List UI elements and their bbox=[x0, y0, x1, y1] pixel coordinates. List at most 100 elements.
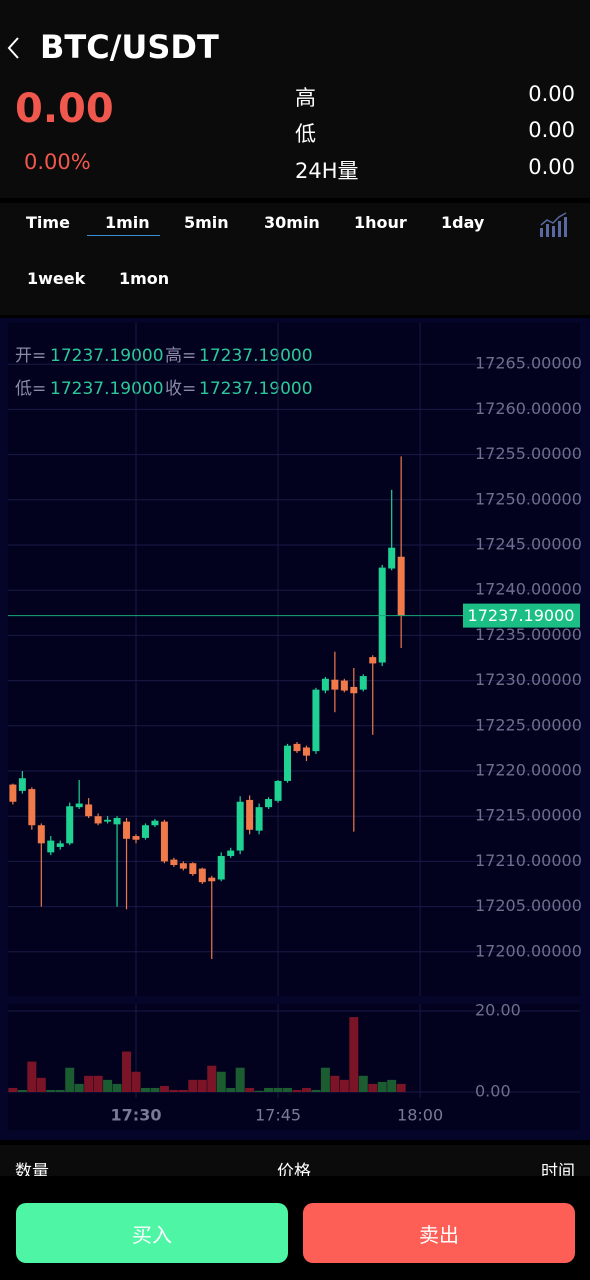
indicator-icon[interactable] bbox=[539, 212, 569, 238]
y-tick-label: 17215.00000 bbox=[475, 806, 582, 825]
ohlc-label: 低= bbox=[15, 379, 46, 399]
candle-body bbox=[179, 863, 187, 869]
candle-body bbox=[236, 801, 244, 851]
header: BTC/USDT 0.00 0.00% 高 0.00 低 0.00 24H量 0… bbox=[0, 0, 590, 198]
candle-body bbox=[284, 745, 292, 781]
y-tick-label: 17250.00000 bbox=[475, 489, 582, 508]
kline-chart: 开= 17237.19000 高= 17237.19000 低= 17237.1… bbox=[8, 323, 582, 1130]
candle-body bbox=[151, 820, 159, 826]
volume-bar bbox=[396, 1083, 406, 1092]
ohlc-label: 收= bbox=[165, 379, 196, 399]
candle-body bbox=[321, 678, 329, 691]
stat-label: 高 bbox=[295, 86, 316, 110]
volume-bar bbox=[65, 1067, 75, 1092]
volume-bar bbox=[178, 1089, 188, 1092]
candle-body bbox=[75, 803, 83, 808]
candle-body bbox=[47, 840, 55, 853]
volume-bar bbox=[349, 1017, 359, 1092]
tab[interactable]: 1min bbox=[105, 213, 150, 232]
ohlc-value: 17237.19000 bbox=[50, 379, 164, 399]
x-tick-label: 17:30 bbox=[111, 1106, 162, 1125]
volume-bar bbox=[140, 1087, 150, 1092]
y-tick-label: 17235.00000 bbox=[475, 625, 582, 644]
volume-bar bbox=[122, 1051, 132, 1092]
tab[interactable]: 1week bbox=[27, 269, 86, 288]
volume-bar bbox=[84, 1075, 94, 1092]
chart-area: 开= 17237.19000 高= 17237.19000 低= 17237.1… bbox=[0, 318, 590, 1140]
pair-title: BTC/USDT bbox=[40, 28, 219, 66]
volume-bar bbox=[112, 1083, 122, 1092]
volume-bar bbox=[55, 1089, 65, 1092]
volume-bar bbox=[131, 1071, 141, 1092]
y-tick-label: 17220.00000 bbox=[475, 761, 582, 780]
ohlc-label: 高= bbox=[165, 346, 196, 366]
candle-body bbox=[94, 816, 102, 824]
candle-body bbox=[123, 821, 131, 839]
volume-bar bbox=[320, 1067, 330, 1092]
candle-body bbox=[369, 657, 377, 664]
candle-body bbox=[104, 819, 112, 822]
candle-body bbox=[312, 689, 320, 752]
volume-bar bbox=[235, 1067, 245, 1092]
candle-body bbox=[246, 799, 254, 830]
y-tick-label: 17205.00000 bbox=[475, 896, 582, 915]
stat-value: 0.00 bbox=[528, 155, 575, 179]
ohlc-label: 开= bbox=[15, 346, 46, 366]
last-price-label: 17237.19000 bbox=[468, 606, 575, 625]
candle-body bbox=[217, 855, 225, 880]
candle-body bbox=[132, 836, 140, 840]
volume-bar bbox=[8, 1087, 18, 1092]
volume-bar bbox=[150, 1087, 160, 1092]
candle-body bbox=[189, 863, 197, 875]
volume-tick-label: 0.00 bbox=[475, 1082, 511, 1101]
candle-body bbox=[170, 859, 178, 866]
tab[interactable]: Time bbox=[26, 213, 70, 232]
candle-body bbox=[113, 818, 121, 825]
volume-bar bbox=[93, 1075, 103, 1092]
action-bar: 买入 卖出 bbox=[0, 1176, 590, 1280]
volume-bar bbox=[311, 1089, 321, 1092]
candle-body bbox=[397, 556, 405, 616]
volume-panel bbox=[8, 1004, 580, 1130]
candle-body bbox=[18, 778, 26, 791]
tab[interactable]: 1mon bbox=[119, 269, 170, 288]
y-tick-label: 17260.00000 bbox=[475, 399, 582, 418]
last-price-tag bbox=[463, 603, 580, 628]
tab[interactable]: 1day bbox=[441, 213, 485, 232]
tab[interactable]: 5min bbox=[184, 213, 229, 232]
ohlc-value: 17237.19000 bbox=[50, 346, 164, 366]
buy-button[interactable]: 买入 bbox=[16, 1203, 288, 1263]
candle-body bbox=[66, 806, 74, 844]
candle-body bbox=[274, 780, 282, 801]
volume-bar bbox=[292, 1089, 302, 1092]
volume-bar bbox=[264, 1087, 274, 1092]
candle-body bbox=[350, 686, 358, 694]
candle-body bbox=[227, 850, 235, 856]
volume-bar bbox=[283, 1087, 293, 1092]
tab[interactable]: 1hour bbox=[354, 213, 407, 232]
price-panel bbox=[8, 323, 580, 996]
y-tick-label: 17230.00000 bbox=[475, 670, 582, 689]
stat-value: 0.00 bbox=[528, 82, 575, 106]
back-button[interactable] bbox=[6, 36, 22, 60]
volume-bar bbox=[254, 1090, 264, 1092]
volume-bar bbox=[301, 1087, 311, 1092]
volume-bar bbox=[36, 1077, 46, 1092]
candle-body bbox=[378, 567, 386, 663]
volume-bar bbox=[330, 1075, 340, 1092]
volume-bar bbox=[358, 1075, 368, 1092]
tab[interactable]: 30min bbox=[264, 213, 320, 232]
volume-bar bbox=[377, 1081, 387, 1092]
candle-body bbox=[37, 825, 45, 844]
volume-bar bbox=[226, 1087, 236, 1092]
y-tick-label: 17210.00000 bbox=[475, 851, 582, 870]
candle-body bbox=[198, 868, 206, 883]
volume-bar bbox=[387, 1079, 397, 1092]
sell-button[interactable]: 卖出 bbox=[303, 1203, 575, 1263]
volume-bar bbox=[17, 1089, 27, 1092]
y-tick-label: 17265.00000 bbox=[475, 354, 582, 373]
volume-bar bbox=[169, 1089, 179, 1092]
candle-body bbox=[388, 547, 396, 569]
candle-body bbox=[331, 679, 339, 690]
last-price: 0.00 bbox=[15, 86, 114, 132]
